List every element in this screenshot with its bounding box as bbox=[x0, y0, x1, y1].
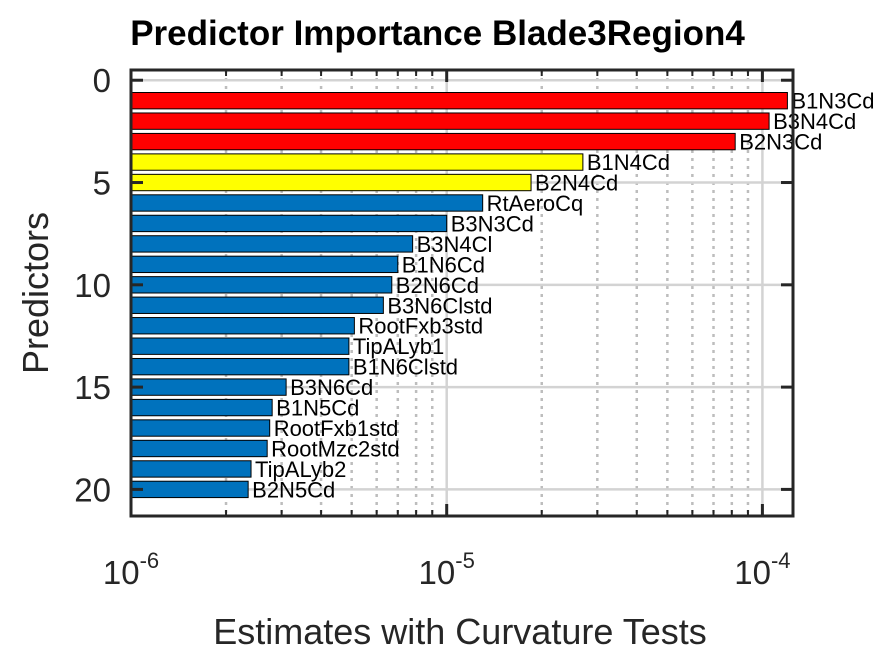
bar bbox=[131, 194, 484, 212]
bar bbox=[131, 480, 249, 499]
y-tick-label: 5 bbox=[93, 165, 111, 202]
bar bbox=[131, 357, 350, 376]
x-tick-label: 10-6 bbox=[103, 548, 159, 591]
bar-label: RootMzc2std bbox=[271, 436, 399, 461]
bar bbox=[131, 296, 384, 314]
y-tick-label: 15 bbox=[74, 369, 111, 406]
bar-label: B2N3Cd bbox=[739, 130, 822, 155]
bar-label: B3N6Clstd bbox=[387, 293, 492, 318]
y-tick-label: 0 bbox=[93, 62, 111, 99]
bar-label: B2N5Cd bbox=[252, 477, 335, 502]
bar-label: B1N6Clstd bbox=[353, 355, 458, 380]
bar bbox=[131, 255, 399, 274]
bar bbox=[131, 398, 273, 417]
bar bbox=[131, 337, 350, 355]
bar-labels: B1N3CdB3N4CdB2N3CdB1N4CdB2N4CdRtAeroCqB3… bbox=[252, 89, 874, 503]
bar-label: TipALyb2 bbox=[255, 457, 346, 482]
bar bbox=[131, 92, 788, 110]
bar-label: RootFxb3std bbox=[358, 314, 483, 339]
bar bbox=[131, 173, 532, 192]
bar bbox=[131, 419, 271, 437]
bar bbox=[131, 378, 287, 396]
bar-label: B3N4Cd bbox=[773, 109, 856, 134]
y-tick-label: 10 bbox=[74, 267, 111, 304]
plot-frame bbox=[129, 68, 795, 518]
bar-label: B1N4Cd bbox=[587, 150, 670, 175]
bar-label: TipALyb1 bbox=[353, 334, 444, 359]
bar bbox=[131, 214, 448, 233]
bar-label: B3N6Cd bbox=[290, 375, 373, 400]
bar-label: B1N3Cd bbox=[791, 89, 874, 114]
bar-label: B1N6Cd bbox=[402, 252, 485, 277]
bar bbox=[131, 153, 584, 171]
bar bbox=[131, 112, 770, 130]
bars bbox=[131, 92, 788, 499]
y-axis-label: Predictors bbox=[15, 212, 56, 374]
chart-title: Predictor Importance Blade3Region4 bbox=[130, 14, 745, 53]
x-tick-label: 10-5 bbox=[419, 548, 475, 591]
bar-label: RtAeroCq bbox=[487, 191, 584, 216]
bar-label: B3N4Cl bbox=[417, 232, 493, 257]
x-tick-label: 10-4 bbox=[734, 548, 790, 591]
bar bbox=[131, 132, 736, 151]
bar-label: B3N3Cd bbox=[451, 211, 534, 236]
bar-label: B2N6Cd bbox=[396, 273, 479, 298]
bar-label: RootFxb1std bbox=[274, 416, 399, 441]
bar bbox=[131, 317, 355, 335]
bar bbox=[131, 276, 393, 294]
bar bbox=[131, 439, 268, 458]
x-axis-label: Estimates with Curvature Tests bbox=[213, 611, 707, 652]
bar bbox=[131, 235, 414, 253]
bar bbox=[131, 460, 252, 478]
bar-label: B1N5Cd bbox=[276, 396, 359, 421]
axes: 0 5 10 15 20 10-6 10-5 10-4 bbox=[74, 62, 795, 591]
y-tick-label: 20 bbox=[74, 471, 111, 508]
bar-label: B2N4Cd bbox=[535, 171, 618, 196]
